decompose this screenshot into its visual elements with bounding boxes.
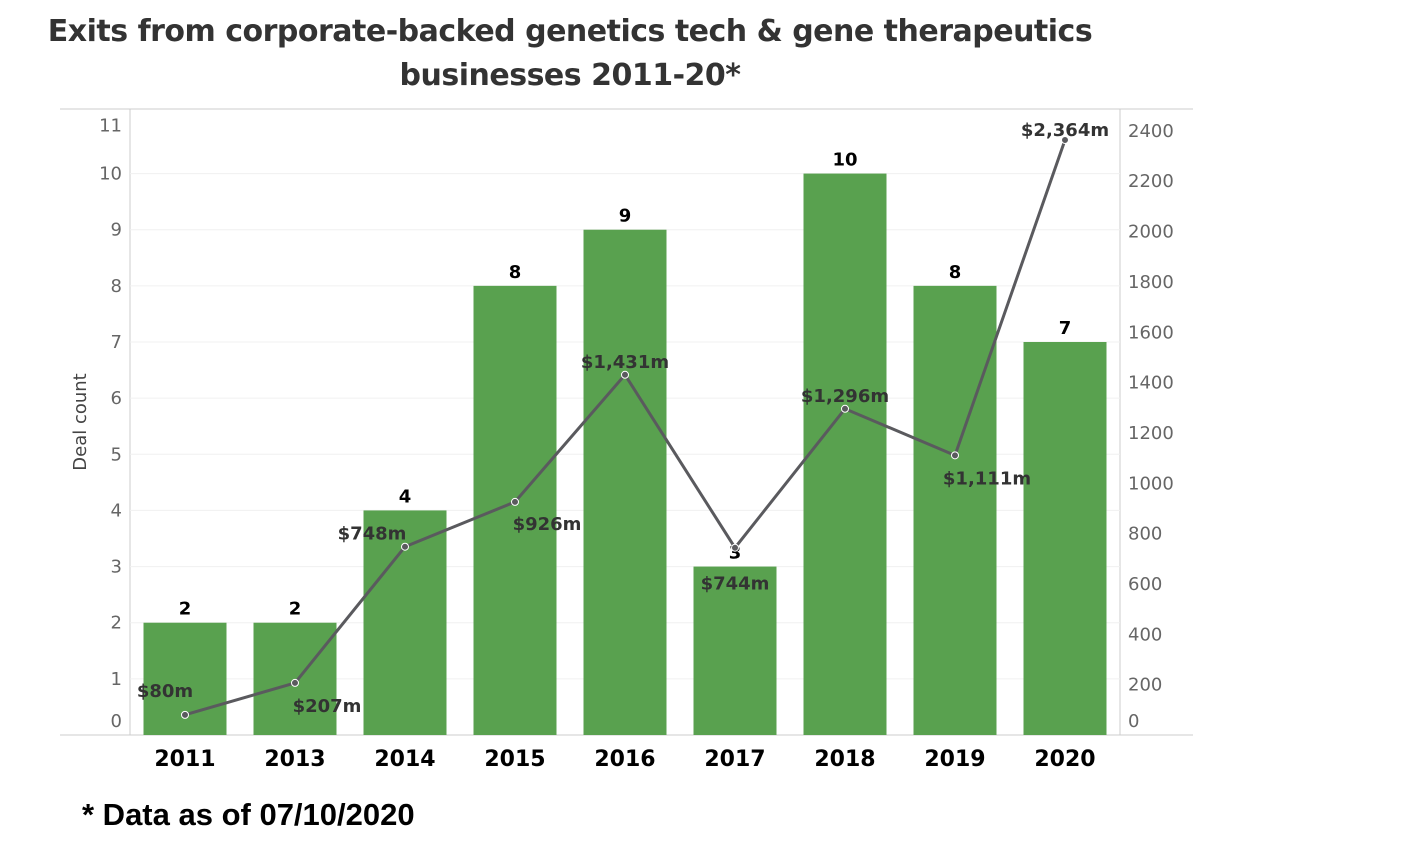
right-tick-label: 0 [1128, 711, 1139, 732]
left-tick-label: 7 [111, 332, 122, 353]
bar-value-label: 2 [179, 599, 192, 620]
line-value-label: $1,296m [801, 386, 889, 407]
x-tick-label: 2019 [924, 747, 985, 772]
line-value-label: $744m [701, 574, 770, 595]
bar-value-label: 8 [949, 262, 962, 283]
right-tick-label: 2000 [1128, 222, 1174, 243]
right-tick-label: 1600 [1128, 322, 1174, 343]
bar [583, 229, 667, 735]
line-point [841, 404, 849, 413]
line-point [951, 451, 959, 460]
left-tick-label: 11 [99, 115, 122, 136]
bar-value-label: 4 [399, 486, 412, 507]
right-tick-label: 600 [1128, 574, 1162, 595]
line-value-label: $926m [513, 514, 582, 535]
line-point [621, 370, 629, 379]
right-tick-label: 2400 [1128, 121, 1174, 142]
x-tick-label: 2013 [264, 747, 325, 772]
chart-title: Exits from corporate-backed genetics tec… [0, 10, 1140, 98]
right-tick-label: 1800 [1128, 272, 1174, 293]
line-point [731, 543, 739, 552]
line-point [511, 497, 519, 506]
x-tick-label: 2016 [594, 747, 655, 772]
left-tick-label: 1 [111, 669, 122, 690]
bar-value-label: 10 [832, 150, 857, 171]
bar [913, 285, 997, 735]
x-tick-label: 2018 [814, 747, 875, 772]
left-tick-label: 10 [99, 164, 122, 185]
chart-title-line-2: businesses 2011-20* [399, 58, 741, 93]
line-value-label: $1,111m [943, 468, 1031, 489]
left-tick-label: 0 [111, 711, 122, 732]
right-tick-label: 1000 [1128, 473, 1174, 494]
right-tick-label: 1200 [1128, 423, 1174, 444]
y-axis-label: Deal count [70, 373, 91, 470]
right-tick-label: 800 [1128, 524, 1162, 545]
chart-title-line-1: Exits from corporate-backed genetics tec… [47, 14, 1093, 49]
bar [253, 622, 337, 735]
line-value-label: $1,431m [581, 352, 669, 373]
bar [693, 566, 777, 735]
left-tick-label: 8 [111, 276, 122, 297]
bar-value-label: 9 [619, 206, 632, 227]
right-tick-label: 200 [1128, 675, 1162, 696]
x-tick-label: 2015 [484, 747, 545, 772]
bar [803, 173, 887, 736]
line-point [291, 678, 299, 687]
x-tick-label: 2011 [154, 747, 215, 772]
bar-value-label: 7 [1059, 318, 1072, 339]
right-tick-label: 2200 [1128, 171, 1174, 192]
bar [473, 285, 557, 735]
right-tick-label: 1400 [1128, 373, 1174, 394]
line-value-label: $80m [137, 681, 193, 702]
line-point [1061, 135, 1069, 144]
left-tick-label: 2 [111, 613, 122, 634]
right-tick-label: 400 [1128, 624, 1162, 645]
x-tick-label: 2014 [374, 747, 435, 772]
line-value-label: $2,364m [1021, 120, 1109, 141]
bar [1023, 341, 1107, 735]
line-value-label: $748m [338, 524, 407, 545]
footnote: * Data as of 07/10/2020 [82, 797, 415, 832]
bar-value-label: 8 [509, 262, 522, 283]
line-value-label: $207m [293, 696, 362, 717]
left-tick-label: 3 [111, 557, 122, 578]
left-tick-label: 4 [111, 500, 122, 521]
left-tick-label: 6 [111, 388, 122, 409]
left-tick-label: 5 [111, 444, 122, 465]
x-tick-label: 2017 [704, 747, 765, 772]
line-point [181, 710, 189, 719]
left-tick-label: 9 [111, 220, 122, 241]
x-tick-label: 2020 [1034, 747, 1095, 772]
line-point [401, 542, 409, 551]
bar-value-label: 2 [289, 599, 302, 620]
